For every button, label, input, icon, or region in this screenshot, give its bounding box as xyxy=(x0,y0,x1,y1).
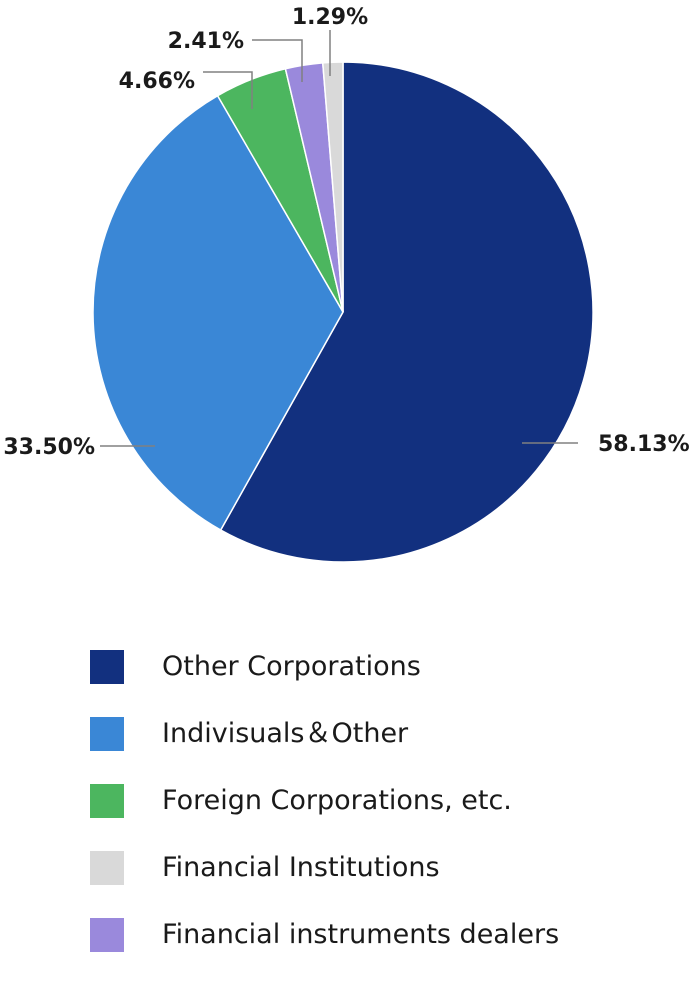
legend-swatch-foreign-corporations xyxy=(90,784,124,818)
legend-swatch-financial-instruments-dealers xyxy=(90,918,124,952)
pie-slice-other-corporations xyxy=(219,61,594,563)
data-label-indivisuals-other: 33.50% xyxy=(3,435,95,460)
legend-label: Indivisuals＆Other xyxy=(162,718,409,749)
legend-item: Financial Institutions xyxy=(90,851,559,918)
legend-item: Other Corporations xyxy=(90,650,559,717)
legend-label: Other Corporations xyxy=(162,651,421,682)
legend-label: Financial Institutions xyxy=(162,852,440,883)
pie-chart: 58.13% 33.50% 4.66% 2.41% 1.29% xyxy=(3,5,690,563)
data-label-financial-institutions: 1.29% xyxy=(292,5,368,30)
data-label-foreign-corporations-etc: 4.66% xyxy=(119,69,195,94)
legend-item: Indivisuals＆Other xyxy=(90,717,559,784)
legend-swatch-individuals-other xyxy=(90,717,124,751)
legend-item: Foreign Corporations, etc. xyxy=(90,784,559,851)
data-label-financial-instruments-dealers: 2.41% xyxy=(168,29,244,54)
legend: Other Corporations Indivisuals＆Other For… xyxy=(90,650,559,985)
pie-slice-financial-institutions xyxy=(321,61,344,313)
legend-label: Foreign Corporations, etc. xyxy=(162,785,512,816)
legend-swatch-financial-institutions xyxy=(90,851,124,885)
data-label-other-corporations: 58.13% xyxy=(598,432,690,457)
legend-swatch-other-corporations xyxy=(90,650,124,684)
leader-line-financial-instruments-dealers xyxy=(252,39,303,82)
leader-line-foreign-corporations-etc xyxy=(203,71,253,109)
legend-label: Financial instruments dealers xyxy=(162,919,560,950)
legend-item: Financial instruments dealers xyxy=(90,918,559,985)
